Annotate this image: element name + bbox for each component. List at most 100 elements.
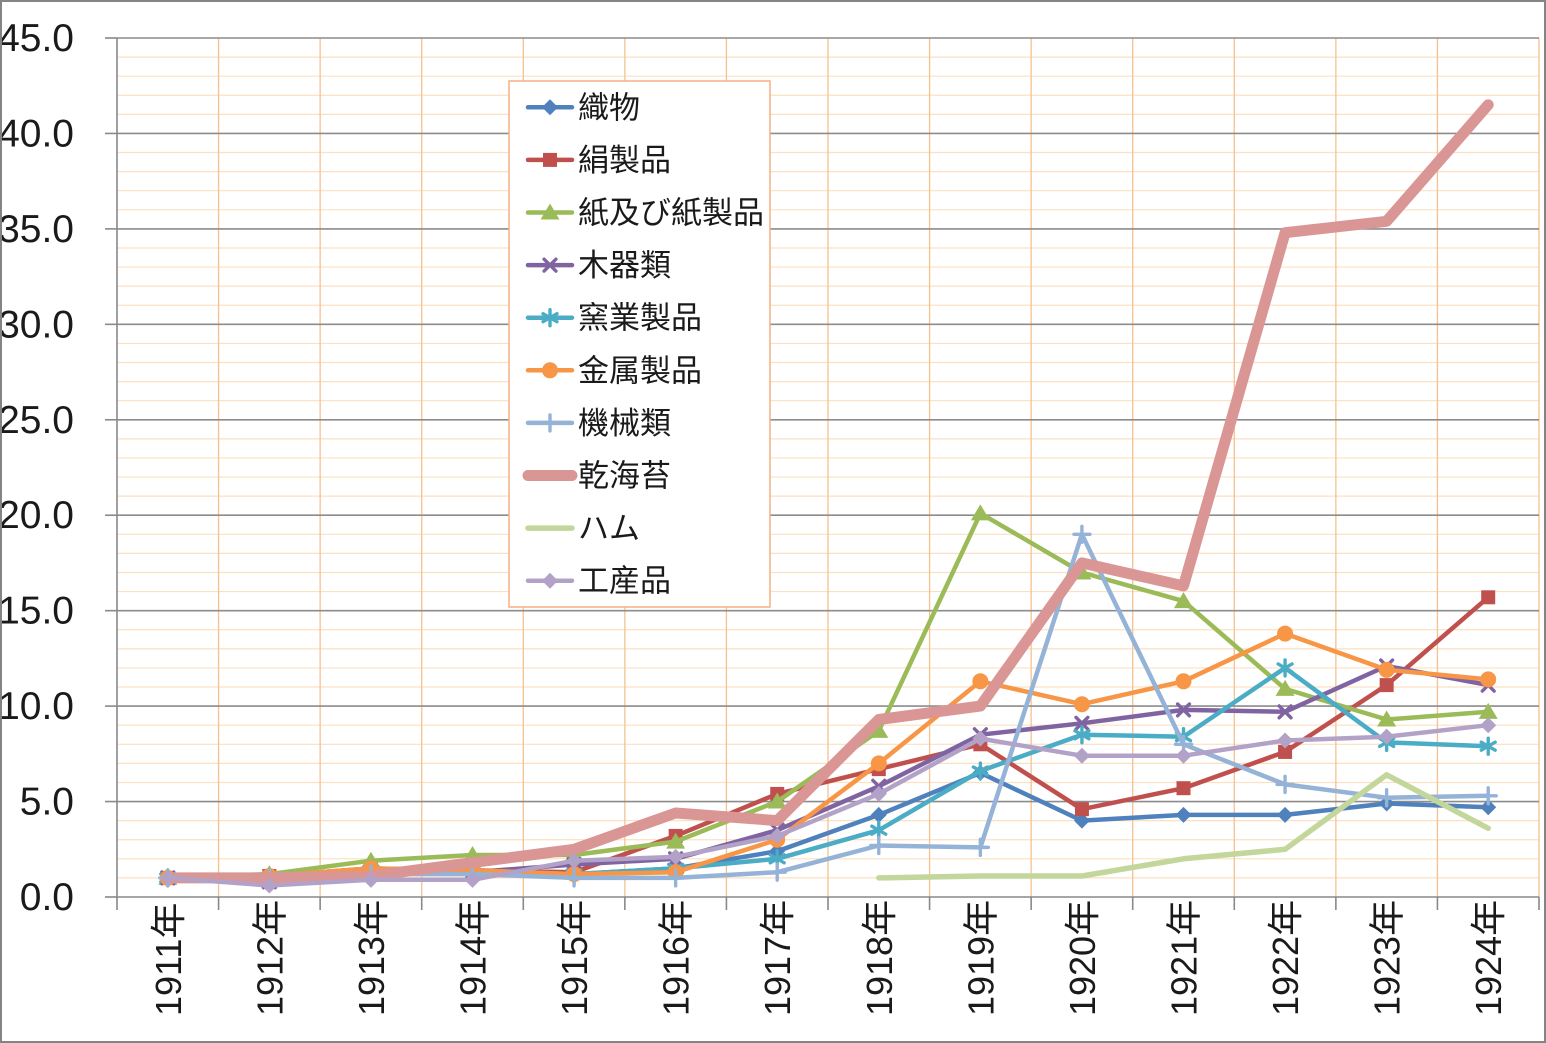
y-axis-label: 15.0 [2, 590, 74, 633]
legend-item-dried-nori: 乾海苔 [522, 459, 671, 494]
series-marker-diamond [159, 869, 176, 886]
series-marker-triangle [1174, 592, 1193, 609]
series-marker-plus [970, 837, 991, 858]
y-axis-label: 25.0 [2, 399, 74, 442]
legend-label-wooden-ware: 木器類 [578, 248, 671, 283]
series-marker-diamond [362, 871, 379, 888]
legend-label-paper-products: 紙及び紙製品 [578, 196, 764, 231]
series-marker-diamond [870, 806, 887, 823]
series-marker-triangle [970, 504, 990, 521]
series-marker-triangle [767, 792, 787, 809]
series-marker-circle [542, 362, 558, 379]
series-marker-circle [1378, 661, 1395, 678]
x-axis-label: 1919年 [960, 900, 1001, 1016]
series-marker-diamond [542, 572, 558, 589]
series-marker-x [1277, 704, 1293, 720]
series-marker-circle [1175, 673, 1192, 690]
legend-item-ham: ハム [525, 511, 640, 546]
series-marker-plus [564, 868, 584, 888]
series-marker-diamond [1480, 717, 1497, 734]
x-axis-label: 1913年 [351, 900, 392, 1016]
y-axis-label: 35.0 [2, 208, 74, 251]
series-marker-square [1074, 802, 1089, 817]
x-axis-label: 1916年 [656, 900, 697, 1016]
series-marker-circle [1277, 625, 1294, 642]
series-marker-square [1379, 678, 1394, 693]
x-axis-label: 1921年 [1164, 900, 1205, 1016]
legend-item-machinery: 機械類 [525, 406, 671, 441]
series-marker-plus [1376, 788, 1397, 808]
legend-item-metal-products: 金属製品 [525, 353, 702, 388]
x-axis-label: 1923年 [1367, 900, 1408, 1016]
x-axis-label: 1922年 [1265, 900, 1306, 1016]
legend-label-dried-nori: 乾海苔 [578, 459, 671, 494]
series-marker-diamond [972, 730, 989, 747]
x-axis-label: 1914年 [453, 900, 494, 1016]
legend-item-ceramics: 窯業製品 [525, 301, 702, 336]
legend-item-paper-products: 紙及び紙製品 [525, 196, 764, 231]
series-marker-diamond [1277, 806, 1294, 823]
y-axis-label: 30.0 [2, 303, 74, 346]
y-axis-labels: 0.0 5.0 10.0 15.0 20.0 25.0 30.0 35.0 40.0 45.0 [2, 17, 74, 919]
series-marker-circle [870, 755, 887, 772]
legend-label-ceramics: 窯業製品 [578, 301, 702, 336]
series-marker-plus [1072, 524, 1092, 545]
legend-item-industrial-products: 工産品 [525, 564, 671, 599]
series-marker-circle [972, 673, 989, 690]
x-axis-label: 1911年 [148, 903, 189, 1016]
x-axis-label: 1915年 [554, 900, 595, 1016]
legend-label-metal-products: 金属製品 [578, 353, 702, 388]
legend-label-ham: ハム [578, 511, 640, 546]
series-marker-diamond [566, 852, 583, 869]
series-marker-square [543, 152, 557, 167]
x-axis-label: 1924年 [1468, 900, 1509, 1016]
y-axis-label: 10.0 [2, 685, 74, 728]
series-marker-asterisk [971, 761, 990, 781]
series-marker-triangle [666, 832, 686, 849]
series-marker-circle [1073, 696, 1090, 713]
series-marker-plus [1275, 774, 1295, 795]
series-marker-x [1175, 702, 1192, 718]
series-marker-square [1176, 781, 1191, 796]
legend-label-textiles: 織物 [578, 90, 640, 125]
series-industrial-products [159, 717, 1497, 894]
series-marker-diamond [261, 877, 278, 894]
series-marker-triangle [1478, 702, 1498, 719]
series-marker-diamond [1073, 812, 1090, 829]
series-marker-diamond [1277, 732, 1294, 749]
x-axis-label: 1917年 [757, 900, 798, 1016]
series-marker-asterisk [1073, 725, 1091, 745]
series-marker-diamond [1175, 747, 1192, 764]
legend-item-wooden-ware: 木器類 [525, 248, 671, 283]
series-marker-asterisk [1479, 736, 1497, 756]
series-marker-diamond [1073, 747, 1090, 764]
axes [105, 37, 1540, 910]
series-marker-x [1074, 715, 1090, 731]
x-axis-labels: 1911年 1912年 1913年 1914年 1915年 1916年 1917年 1918年… [148, 900, 1509, 1016]
series-marker-plus [540, 413, 560, 433]
y-axis-label: 40.0 [2, 112, 74, 155]
y-axis-label: 5.0 [20, 781, 74, 824]
series-marker-plus [767, 862, 787, 882]
series-marker-asterisk [870, 820, 888, 840]
series-marker-asterisk [541, 308, 559, 328]
y-axis-label: 45.0 [2, 17, 74, 60]
series-marker-plus [869, 835, 889, 856]
series-marker-plus [665, 868, 686, 888]
y-axis-label: 20.0 [2, 494, 74, 537]
series-ham [876, 772, 1491, 881]
series-marker-triangle [869, 721, 889, 738]
series-marker-diamond [870, 785, 887, 802]
y-axis-label: 0.0 [20, 876, 74, 919]
x-axis-label: 1918年 [859, 900, 900, 1016]
series-marker-diamond [1175, 806, 1192, 823]
x-axis-label: 1912年 [249, 900, 290, 1016]
legend-label-silk-products: 絹製品 [578, 143, 671, 178]
series-dried-nori [162, 99, 1494, 884]
series-marker-square [1481, 590, 1496, 605]
series-marker-plus [1478, 786, 1498, 806]
x-axis-label: 1920年 [1062, 900, 1103, 1016]
